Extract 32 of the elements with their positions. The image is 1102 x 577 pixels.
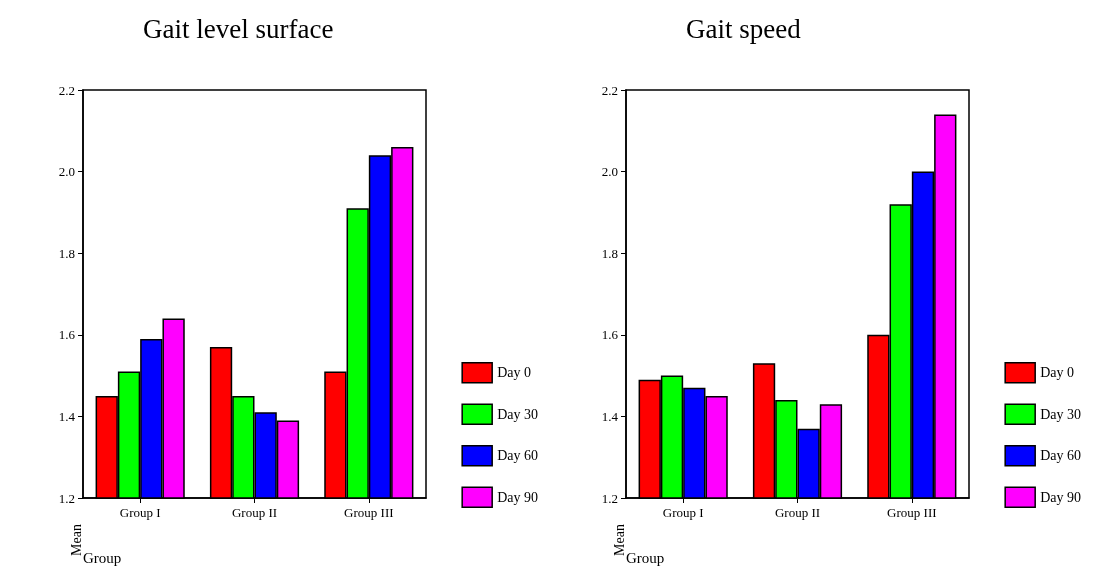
legend-label: Day 0 [497, 365, 531, 381]
y-tick-label: 2.2 [58, 82, 75, 98]
y-tick-label: 1.6 [58, 327, 76, 343]
legend-label: Day 30 [1040, 406, 1081, 422]
y-tick-label: 1.2 [58, 490, 75, 506]
y-tick-label: 1.8 [58, 245, 75, 261]
y-tick-label: 1.6 [601, 327, 619, 343]
legend-label: Day 0 [1040, 365, 1074, 381]
y-tick-label: 1.2 [601, 490, 618, 506]
y-tick-label: 2.2 [601, 82, 618, 98]
x-axis-title: Group [83, 549, 122, 566]
x-tick-label: Group I [119, 505, 161, 520]
y-tick-label: 2.0 [58, 164, 75, 180]
y-tick-label: 2.0 [601, 164, 618, 180]
x-tick-label: Group III [887, 505, 937, 520]
y-axis-title: Mean [68, 524, 84, 556]
legend-label: Day 60 [1040, 448, 1081, 464]
chart-title: Gait level surface [143, 13, 334, 44]
x-tick-label: Group III [344, 505, 394, 520]
legend-label: Day 90 [497, 489, 538, 505]
legend-label: Day 90 [1040, 489, 1081, 505]
x-tick-label: Group II [231, 505, 278, 520]
y-tick-label: 1.8 [601, 245, 618, 261]
x-tick-label: Group I [662, 505, 704, 520]
y-tick-label: 1.4 [58, 408, 76, 424]
x-tick-label: Group II [774, 505, 821, 520]
x-axis-title: Group [626, 549, 665, 566]
y-tick-label: 1.4 [601, 408, 619, 424]
y-axis-title: Mean [611, 524, 627, 556]
chart-title: Gait speed [686, 13, 802, 44]
legend-label: Day 30 [497, 406, 538, 422]
legend-label: Day 60 [497, 448, 538, 464]
